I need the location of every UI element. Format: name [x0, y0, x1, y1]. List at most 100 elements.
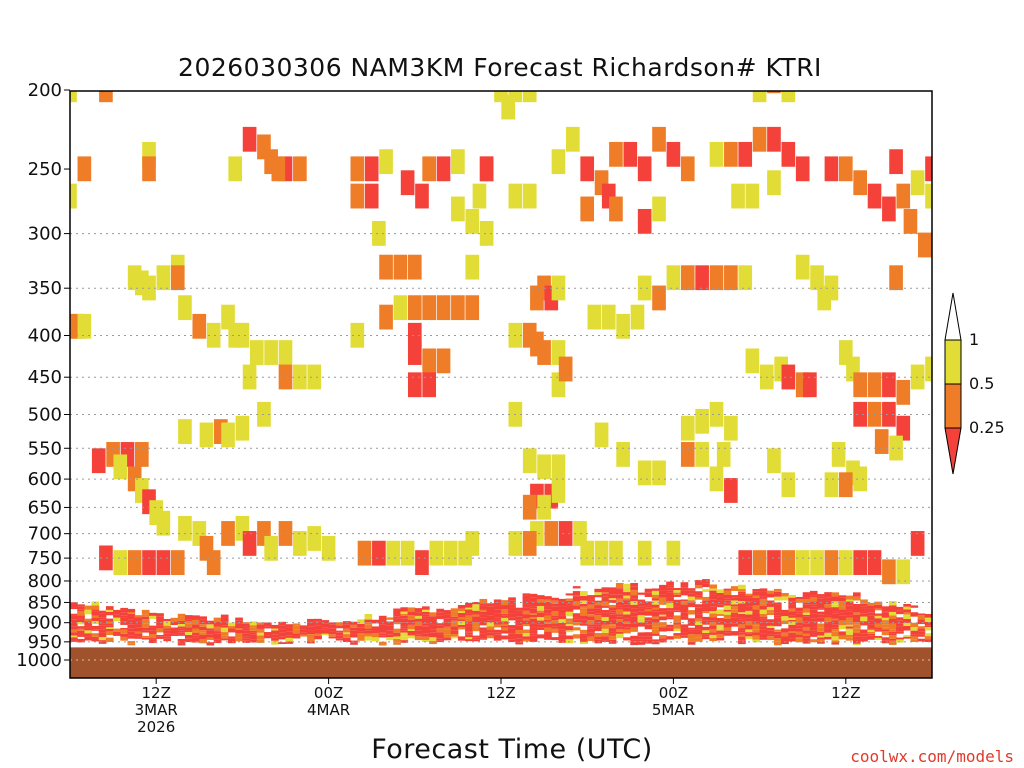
y-tick-label-500: 500	[28, 405, 62, 426]
x-tick-label-3-1: 5MAR	[652, 701, 695, 719]
surface-layer-cell	[709, 611, 717, 614]
surface-layer-cell	[623, 629, 631, 634]
heatmap-cell	[738, 265, 753, 291]
surface-layer-cell	[623, 586, 631, 593]
surface-layer-cell	[213, 617, 222, 622]
surface-layer-cell	[824, 612, 832, 616]
surface-layer-cell	[917, 631, 926, 635]
surface-layer-cell	[687, 641, 696, 645]
surface-layer-cell	[192, 615, 200, 620]
surface-layer-cell	[738, 634, 746, 637]
surface-layer-cell	[637, 592, 646, 595]
surface-layer-cell	[378, 633, 387, 636]
surface-layer-cell	[615, 616, 624, 620]
surface-layer-cell	[845, 611, 854, 616]
surface-layer-cell	[608, 639, 617, 643]
y-tick-label-750: 750	[28, 548, 62, 569]
surface-layer-cell	[817, 608, 825, 610]
surface-layer-cell	[651, 588, 660, 591]
x-tick-label-0-2: 2026	[137, 718, 175, 736]
surface-layer-cell	[479, 617, 488, 622]
surface-layer-cell	[687, 593, 696, 597]
x-tick-label-3-0: 00Z	[659, 684, 688, 702]
colorbar-bin-over-1	[944, 292, 962, 341]
surface-layer-cell	[852, 631, 861, 634]
surface-layer-cell	[723, 603, 732, 606]
colorbar-legend: 1 0.5 0.25	[944, 292, 1005, 475]
heatmap-cell	[156, 550, 171, 575]
surface-layer-cell	[84, 609, 93, 615]
surface-layer-cell	[860, 633, 868, 637]
surface-layer-cell	[357, 627, 366, 632]
surface-layer-cell	[501, 617, 509, 622]
heatmap-cell	[882, 196, 896, 222]
heatmap-cell	[372, 220, 386, 246]
surface-layer-cell	[457, 611, 466, 613]
heatmap-cell	[652, 285, 666, 311]
surface-layer-cell	[113, 617, 121, 622]
surface-layer-cell	[809, 604, 818, 607]
surface-layer-cell	[572, 591, 581, 596]
surface-layer-cell	[831, 607, 840, 612]
y-tick-label-900: 900	[28, 613, 62, 634]
surface-layer-cell	[615, 609, 624, 615]
surface-layer-cell	[817, 623, 825, 628]
y-axis: 2002503003504004505005506006507007508008…	[16, 80, 70, 671]
surface-layer-cell	[673, 590, 682, 593]
surface-layer-cell	[673, 592, 682, 595]
surface-layer-cell	[716, 604, 725, 608]
surface-layer-cell	[120, 627, 128, 630]
surface-layer-cell	[77, 638, 85, 643]
surface-layer-cell	[134, 624, 143, 628]
surface-layer-cell	[623, 583, 631, 587]
surface-layer-cell	[809, 606, 818, 610]
surface-layer-cell	[766, 630, 775, 635]
surface-layer-cell	[888, 631, 897, 634]
colorbar-bin-0-5-to-1	[944, 339, 962, 385]
heatmap-cell	[551, 275, 566, 301]
heatmap-cell	[781, 91, 796, 103]
surface-layer-cell	[235, 637, 243, 642]
surface-layer-cell	[156, 628, 164, 633]
surface-layer-cell	[637, 608, 646, 612]
surface-layer-cell	[601, 601, 610, 607]
surface-layer-cell	[70, 626, 78, 630]
surface-layer-cell	[565, 611, 574, 617]
surface-layer-cell	[752, 612, 761, 617]
heatmap-cell	[896, 379, 911, 405]
surface-layer-cell	[723, 595, 732, 599]
surface-layer-cell	[716, 626, 725, 629]
surface-layer-cell	[716, 621, 725, 625]
surface-layer-cell	[738, 613, 746, 618]
surface-layer-cell	[809, 595, 818, 598]
surface-layer-cell	[357, 623, 366, 628]
surface-layer-cell	[314, 625, 322, 630]
surface-layer-cell	[170, 631, 179, 635]
heatmap-cell	[206, 322, 221, 348]
surface-layer-cell	[70, 640, 78, 642]
surface-layer-cell	[680, 616, 689, 620]
heatmap-cell	[127, 550, 142, 575]
surface-layer-cell	[888, 638, 897, 641]
x-tick-label-1-0: 00Z	[314, 684, 343, 702]
surface-layer-cell	[852, 636, 861, 640]
surface-layer-cell	[105, 637, 114, 641]
heatmap-cell	[350, 156, 365, 182]
surface-layer-cell	[551, 597, 559, 601]
surface-layer-cell	[838, 635, 847, 640]
surface-layer-cell	[120, 617, 128, 622]
surface-layer-cell	[228, 622, 236, 626]
surface-layer-cell	[881, 627, 890, 630]
heatmap-cell	[278, 521, 293, 546]
heatmap-cell	[156, 510, 171, 536]
surface-layer-cell	[615, 614, 624, 617]
surface-layer-cell	[608, 607, 617, 611]
surface-layer-cell	[644, 617, 653, 621]
surface-layer-cell	[199, 619, 207, 623]
surface-layer-cell	[623, 618, 631, 622]
surface-layer-cell	[558, 615, 567, 620]
surface-layer-cell	[867, 602, 876, 606]
surface-layer-cell	[536, 620, 545, 625]
surface-layer-cell	[515, 607, 524, 611]
heatmap-cell	[537, 454, 551, 480]
